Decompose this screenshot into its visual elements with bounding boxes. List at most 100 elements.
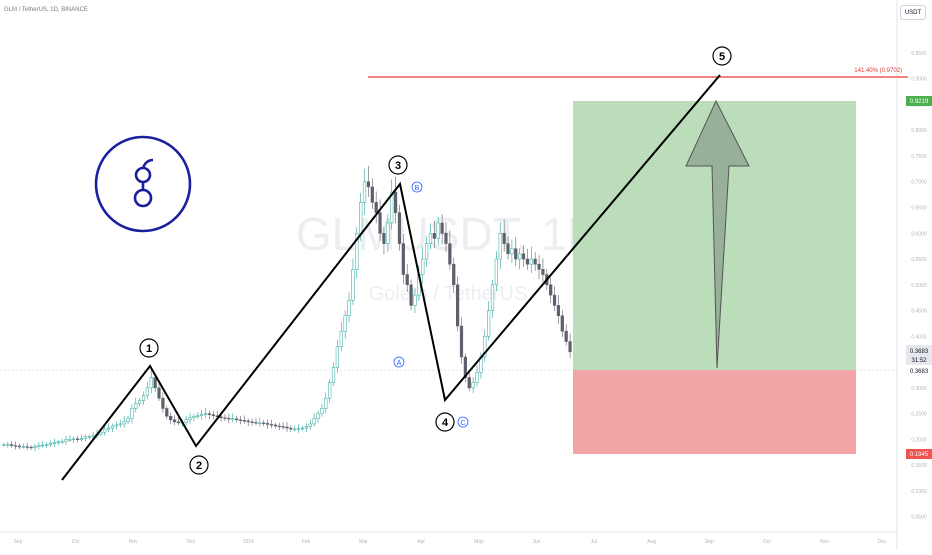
candle-body	[514, 248, 518, 260]
candle-body	[541, 269, 545, 275]
candle-body	[207, 413, 212, 415]
candle-body	[68, 439, 72, 441]
candle-body	[556, 305, 561, 316]
candle-body	[17, 445, 22, 448]
y-tick-label: 0.8000	[911, 128, 927, 134]
svg-text:2: 2	[196, 460, 202, 472]
candle-body	[130, 408, 134, 420]
candle-body	[196, 415, 200, 417]
candle-body	[281, 426, 285, 428]
candle-body	[289, 427, 293, 430]
y-tick-label: 0.2000	[911, 437, 927, 443]
candle-body	[366, 181, 371, 188]
y-tick-label: 0.5000	[911, 283, 927, 289]
x-tick-label: Aug	[647, 539, 656, 545]
candle-body	[44, 444, 49, 446]
candle-body	[374, 202, 378, 213]
candle-body	[258, 422, 262, 424]
x-tick-label: Nov	[820, 539, 829, 545]
candle-body	[533, 258, 537, 265]
y-tick-label: 0.0500	[911, 515, 927, 521]
candle-body	[300, 427, 305, 430]
candle-body	[343, 315, 347, 332]
price-label-current: 0.3683 31:52	[906, 345, 932, 365]
golem-logo	[94, 135, 192, 233]
svg-text:C: C	[460, 420, 465, 427]
candle-body	[285, 426, 289, 429]
candle-body	[405, 274, 409, 286]
currency-button[interactable]: USDT	[900, 5, 926, 20]
candle-body	[211, 414, 215, 416]
candle-body	[277, 425, 281, 428]
candle-body	[29, 446, 33, 449]
candle-body	[126, 418, 130, 422]
candle-body	[219, 416, 223, 419]
candle-body	[273, 424, 277, 427]
candle-body	[537, 263, 541, 270]
candle-body	[103, 428, 107, 433]
candle-body	[331, 367, 336, 383]
candle-body	[304, 426, 308, 429]
candle-body	[52, 442, 56, 444]
candle-body	[153, 377, 157, 389]
candle-body	[432, 233, 436, 239]
y-tick-label: 0.2500	[911, 412, 927, 418]
candle-body	[231, 418, 235, 420]
candle-body	[339, 330, 343, 347]
candle-body	[467, 377, 471, 389]
y-tick-label: 0.4500	[911, 309, 927, 315]
wave-label-1: 1	[139, 338, 159, 358]
candle-body	[122, 421, 126, 425]
candle-body	[176, 421, 181, 424]
candle-body	[370, 186, 374, 203]
candle-body	[203, 413, 208, 415]
y-tick-label: 0.3000	[911, 386, 927, 392]
candle-body	[250, 421, 254, 423]
candle-body	[316, 413, 320, 420]
candle-body	[560, 315, 564, 332]
candle-body	[397, 212, 402, 244]
stop-zone[interactable]	[573, 370, 856, 454]
candle-body	[234, 418, 239, 421]
candle-body	[525, 258, 530, 265]
svg-text:1: 1	[146, 343, 152, 355]
price-label-stop: 0.1945	[906, 449, 932, 459]
price-label-entry: 0.3683	[906, 366, 932, 375]
candle-body	[510, 248, 514, 255]
candle-body	[428, 233, 433, 244]
candle-body	[76, 438, 80, 440]
candle-body	[386, 222, 390, 244]
candle-body	[227, 418, 231, 420]
candle-body	[157, 387, 161, 399]
candle-body	[312, 418, 316, 425]
x-tick-label: Jun	[532, 539, 540, 545]
candle-body	[242, 420, 246, 422]
candle-body	[529, 258, 533, 265]
candle-body	[107, 427, 111, 430]
candle-body	[114, 424, 118, 427]
candle-body	[568, 341, 572, 353]
candle-body	[409, 284, 413, 306]
candle-body	[238, 419, 243, 421]
candle-body	[13, 445, 18, 447]
x-tick-label: May	[474, 539, 484, 545]
candle-body	[459, 325, 464, 358]
x-tick-label: Dec	[186, 539, 195, 545]
x-tick-label: Jul	[591, 539, 597, 545]
candle-body	[138, 400, 142, 404]
candle-body	[64, 439, 68, 442]
candle-body	[494, 258, 498, 286]
candle-body	[188, 417, 192, 421]
candle-body	[10, 444, 14, 446]
y-tick-label: 0.1000	[911, 489, 927, 495]
candle-body	[378, 212, 382, 234]
x-tick-label: Feb	[302, 539, 311, 545]
y-tick-label: 0.7500	[911, 154, 927, 160]
candle-body	[25, 446, 29, 448]
candle-body	[483, 336, 487, 358]
candle-body	[444, 233, 448, 244]
elliott-wave-path[interactable]	[61, 74, 721, 481]
candle-body	[41, 444, 45, 447]
target-arrow[interactable]	[685, 99, 750, 369]
